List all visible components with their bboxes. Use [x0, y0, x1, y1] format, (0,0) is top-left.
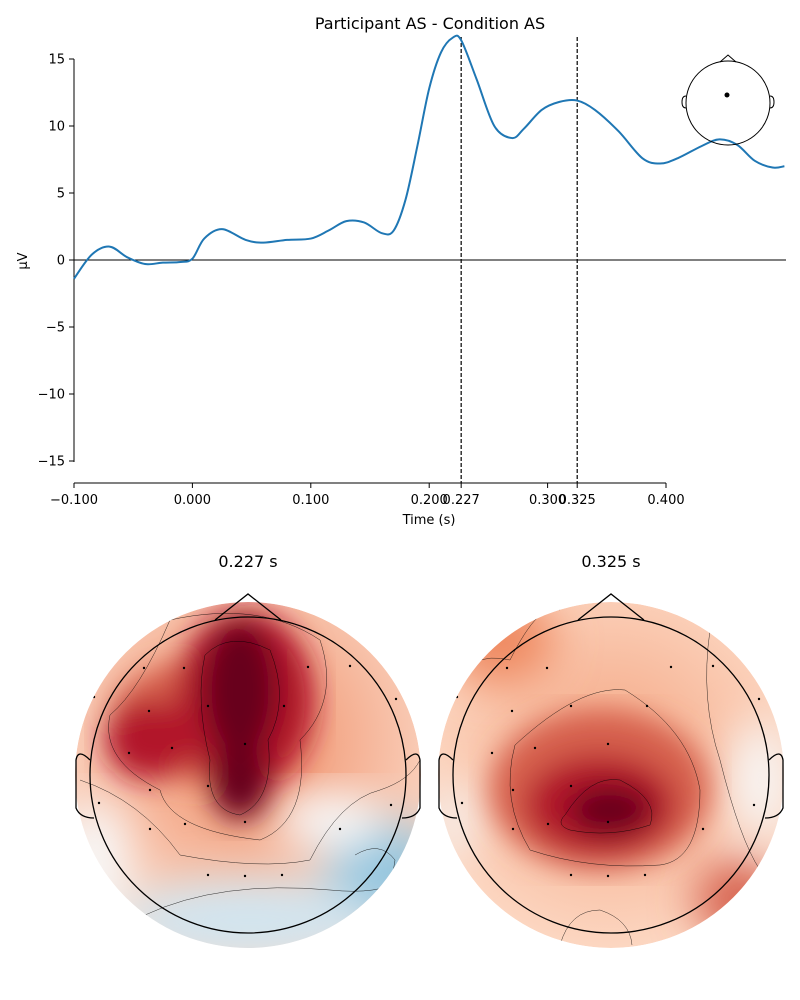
y-tick-label: −5	[46, 321, 65, 336]
y-tick-label: −15	[38, 455, 65, 470]
y-axis-label: µV	[16, 252, 31, 269]
y-tick-label: 10	[48, 120, 65, 135]
series-line	[73, 34, 785, 280]
y-tick-label: 0	[57, 254, 65, 269]
sensor-dot	[724, 92, 730, 98]
x-axis-label: Time (s)	[402, 513, 456, 528]
erp-chart: Participant AS - Condition AS −15 −10 −5 0 5…	[16, 14, 786, 528]
y-ticks: −15 −10 −5 0 5 10 15	[38, 53, 74, 470]
x-tick-label: 0.325	[559, 493, 596, 508]
x-tick-label: −0.100	[50, 493, 98, 508]
x-tick-label: 0.200	[411, 493, 448, 508]
x-tick-label: 0.000	[174, 493, 211, 508]
topomap-0-227: 0.227 s	[75, 552, 421, 948]
topomap-0-325: 0.325 s	[438, 552, 784, 948]
y-tick-label: −10	[38, 388, 65, 403]
topomap-title: 0.227 s	[218, 552, 277, 571]
chart-title: Participant AS - Condition AS	[315, 14, 545, 33]
sensor-head-icon	[681, 54, 775, 146]
x-tick-label: 0.100	[292, 493, 329, 508]
x-tick-label: 0.400	[647, 493, 684, 508]
y-tick-label: 5	[57, 187, 65, 202]
x-tick-label: 0.227	[443, 493, 480, 508]
topomap-title: 0.325 s	[581, 552, 640, 571]
y-tick-label: 15	[48, 53, 65, 68]
x-tick-label: 0.300	[529, 493, 566, 508]
peak-markers	[460, 37, 578, 483]
